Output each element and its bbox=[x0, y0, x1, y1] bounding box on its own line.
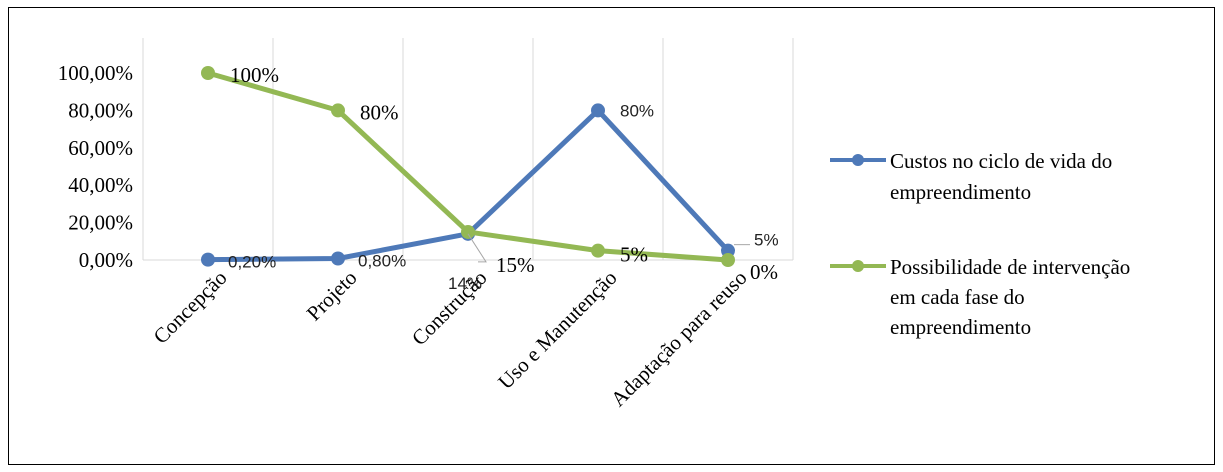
y-tick-label: 80,00% bbox=[68, 98, 133, 122]
data-point bbox=[331, 103, 345, 118]
y-tick-label: 60,00% bbox=[68, 136, 133, 160]
data-label: 100% bbox=[230, 63, 279, 87]
x-tick-label: Uso e Manutenção bbox=[493, 266, 621, 394]
data-label: 14% bbox=[448, 274, 482, 293]
x-tick-label: Projeto bbox=[302, 266, 362, 326]
x-tick-label: Concepção bbox=[149, 266, 232, 349]
data-label: 15% bbox=[496, 253, 535, 277]
legend-label-intervention-line2: em cada fase do bbox=[890, 285, 1025, 309]
legend-item-costs: Custos no ciclo de vida do empreendiment… bbox=[830, 149, 1112, 204]
y-axis: 0,00% 20,00% 40,00% 60,00% 80,00% 100,00% bbox=[58, 61, 133, 272]
legend: Custos no ciclo de vida do empreendiment… bbox=[830, 149, 1130, 339]
data-point bbox=[331, 251, 345, 266]
data-label: 0,20% bbox=[228, 253, 276, 272]
data-point bbox=[201, 66, 215, 80]
y-tick-label: 100,00% bbox=[58, 61, 133, 85]
series-group bbox=[201, 66, 735, 267]
grid-lines bbox=[142, 38, 794, 261]
chart-frame bbox=[8, 7, 1215, 465]
legend-label-costs-line2: empreendimento bbox=[890, 180, 1031, 204]
data-point bbox=[591, 103, 605, 118]
data-point bbox=[721, 253, 735, 267]
y-tick-label: 0,00% bbox=[79, 248, 133, 272]
data-point bbox=[201, 252, 215, 267]
legend-item-intervention: Possibilidade de intervenção em cada fas… bbox=[830, 255, 1130, 339]
legend-marker-costs bbox=[852, 154, 864, 166]
y-tick-label: 20,00% bbox=[68, 211, 133, 235]
data-point bbox=[591, 243, 605, 258]
legend-label-intervention-line3: empreendimento bbox=[890, 315, 1031, 339]
data-label: 5% bbox=[620, 243, 648, 267]
legend-marker-intervention bbox=[852, 260, 864, 272]
data-label: 80% bbox=[620, 101, 654, 120]
data-labels: 0,20% 0,80% 14% 80% 5% 100% 80% 15% 5% 0% bbox=[228, 63, 779, 293]
leader-line bbox=[467, 233, 487, 263]
legend-label-intervention-line1: Possibilidade de intervenção bbox=[890, 255, 1130, 279]
data-point bbox=[461, 224, 475, 239]
y-tick-label: 40,00% bbox=[68, 173, 133, 197]
data-label: 5% bbox=[754, 231, 779, 250]
data-label: 0,80% bbox=[358, 252, 406, 271]
legend-label-costs-line1: Custos no ciclo de vida do bbox=[890, 149, 1112, 173]
x-tick-label: Adaptação para reuso bbox=[606, 266, 752, 412]
data-label: 80% bbox=[360, 100, 399, 124]
data-label: 0% bbox=[750, 260, 778, 284]
